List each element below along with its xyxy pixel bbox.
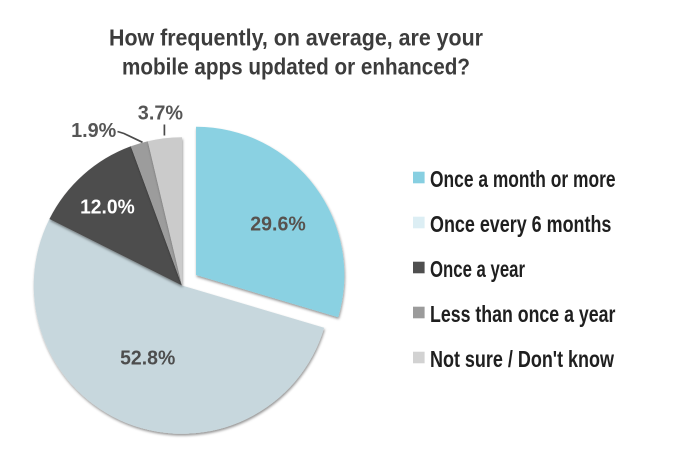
svg-text:Once every 6 months: Once every 6 months [430,211,611,237]
svg-text:12.0%: 12.0% [80,197,135,219]
svg-text:mobile apps updated or enhance: mobile apps updated or enhanced? [122,54,470,80]
svg-text:How frequently, on average, ar: How frequently, on average, are your [109,25,483,51]
svg-text:3.7%: 3.7% [138,103,183,125]
svg-text:Not sure / Don't know: Not sure / Don't know [430,346,614,372]
svg-text:1.9%: 1.9% [71,120,116,142]
svg-text:52.8%: 52.8% [120,347,175,369]
svg-text:29.6%: 29.6% [250,214,306,236]
svg-text:Once a month or more: Once a month or more [430,166,616,192]
svg-text:Less than once a year: Less than once a year [430,301,615,327]
svg-text:Once a year: Once a year [430,256,525,282]
